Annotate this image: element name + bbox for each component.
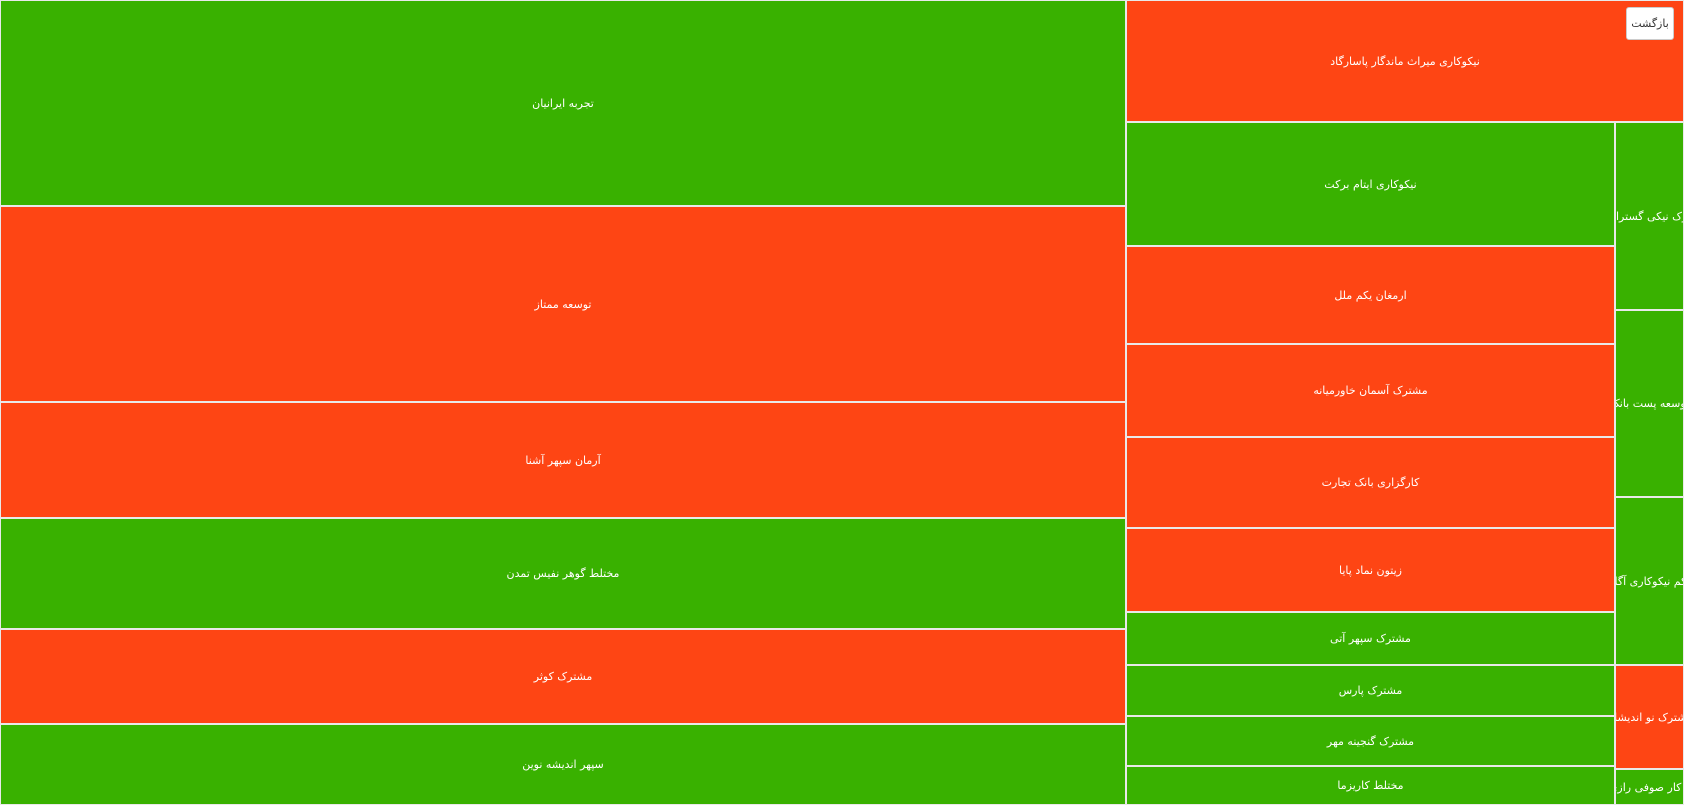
treemap-tile[interactable]: مختلط کاریزما xyxy=(1126,766,1615,805)
treemap-tile[interactable]: مشترک آسمان خاورمیانه xyxy=(1126,344,1615,437)
treemap-tile[interactable]: نیکوکاری میراث ماندگار پاسارگاد xyxy=(1126,0,1684,122)
treemap-tile[interactable]: و کار صوفی رازی xyxy=(1615,769,1684,805)
tile-label: مشترک نو اندیشان xyxy=(1616,710,1683,724)
tile-label: مشترک سپهر آتی xyxy=(1330,632,1411,645)
tile-label: مشترک پارس xyxy=(1338,684,1403,697)
tile-label: آرمان سپهر آشنا xyxy=(525,453,601,467)
back-button[interactable]: بازگشت xyxy=(1626,7,1674,40)
treemap-tile[interactable]: مشترک پارس xyxy=(1126,665,1615,716)
treemap-tile[interactable]: مشترک سپهر آتی xyxy=(1126,612,1615,665)
treemap-tile[interactable]: ارمغان یکم ملل xyxy=(1126,246,1615,344)
tile-label: مشترک کوثر xyxy=(533,670,593,683)
treemap-tile[interactable]: مشترک نو اندیشان xyxy=(1615,665,1684,769)
tile-label: یکم نیکوکاری آگاه xyxy=(1616,574,1683,588)
tile-label: کارگزاری بانک تجارت xyxy=(1321,476,1420,489)
tile-label: ارمغان یکم ملل xyxy=(1334,288,1407,302)
tile-label: و کار صوفی رازی xyxy=(1616,780,1683,794)
tile-label: مختلط کاریزما xyxy=(1337,779,1404,792)
tile-label: زیتون نماد پایا xyxy=(1339,563,1402,577)
treemap-tile[interactable]: مشترک گنجینه مهر xyxy=(1126,716,1615,766)
tile-label: توسعه پست بانک xyxy=(1616,397,1683,410)
treemap-tile[interactable]: نیکوکاری ایتام برکت xyxy=(1126,122,1615,246)
tile-label: تجربه ایرانیان xyxy=(532,96,594,110)
tile-label: سپهر اندیشه نوین xyxy=(522,758,604,771)
tile-label: مشترک آسمان خاورمیانه xyxy=(1313,384,1428,397)
treemap-tile[interactable]: زیتون نماد پایا xyxy=(1126,528,1615,612)
treemap-tile[interactable]: توسعه پست بانک xyxy=(1615,310,1684,497)
tile-label: مشترک گنجینه مهر xyxy=(1326,734,1415,748)
treemap-tile[interactable]: یکم نیکوکاری آگاه xyxy=(1615,497,1684,665)
treemap-tile[interactable]: سپهر اندیشه نوین xyxy=(0,724,1126,805)
treemap-tile[interactable]: مختلط گوهر نفیس تمدن xyxy=(0,518,1126,629)
treemap-tile[interactable]: توسعه ممتاز xyxy=(0,206,1126,402)
tile-label: توسعه ممتاز xyxy=(534,297,592,311)
treemap-tile[interactable]: مشترک کوثر xyxy=(0,629,1126,724)
tile-label: نیکوکاری ایتام برکت xyxy=(1324,177,1417,191)
treemap-tile[interactable]: آرمان سپهر آشنا xyxy=(0,402,1126,518)
treemap-tile[interactable]: کارگزاری بانک تجارت xyxy=(1126,437,1615,528)
tile-label: مختلط گوهر نفیس تمدن xyxy=(506,567,620,580)
tile-label: برک نیکی گستران xyxy=(1616,209,1683,223)
treemap-tile[interactable]: تجربه ایرانیان xyxy=(0,0,1126,206)
tile-label: نیکوکاری میراث ماندگار پاسارگاد xyxy=(1330,54,1480,68)
treemap-tile[interactable]: برک نیکی گستران xyxy=(1615,122,1684,310)
